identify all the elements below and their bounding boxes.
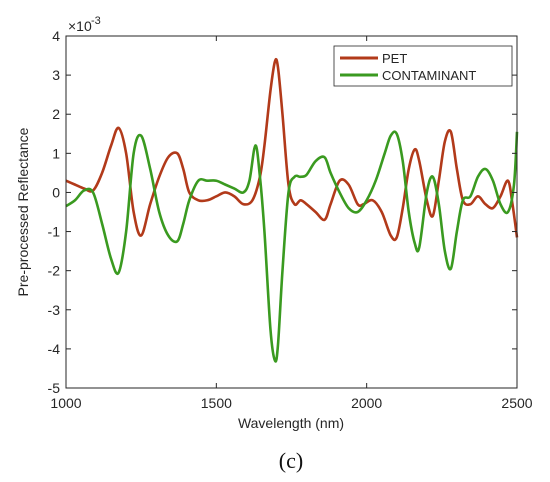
plot-area [66,36,517,388]
y-axis-label: Pre-processed Reflectance [15,127,31,296]
legend: PET CONTAMINANT [333,45,513,87]
panel-caption: (c) [279,448,303,473]
x-tick-label: 2000 [351,395,382,411]
ticks-layer: 1000 1500 2000 2500 -5 -4 -3 -2 -1 0 1 2 3 4 [48,28,533,411]
series-line-contaminant [65,130,519,363]
plot-frame [65,35,518,389]
series-layer [65,57,519,363]
x-tick-label: 2500 [501,395,532,411]
y-exponent-power: -3 [91,15,101,27]
legend-label-pet: PET [382,51,407,66]
y-tick-label: 2 [52,106,60,122]
series-line-pet [65,57,519,242]
y-exponent-base: ×10 [68,18,92,34]
x-tick-label: 1000 [50,395,81,411]
y-tick-label: -5 [48,380,61,396]
y-tick-label: 4 [52,28,60,44]
legend-box [333,45,513,87]
x-axis-label: Wavelength (nm) [238,415,344,431]
legend-label-contaminant: CONTAMINANT [382,68,476,83]
y-tick-label: 0 [52,184,60,200]
y-tick-label: -3 [48,302,61,318]
y-tick-label: -1 [48,224,61,240]
y-tick-label: -2 [48,263,61,279]
y-tick-label: -4 [48,341,61,357]
y-tick-label: 1 [52,145,60,161]
x-tick-label: 1500 [201,395,232,411]
y-tick-label: 3 [52,67,60,83]
